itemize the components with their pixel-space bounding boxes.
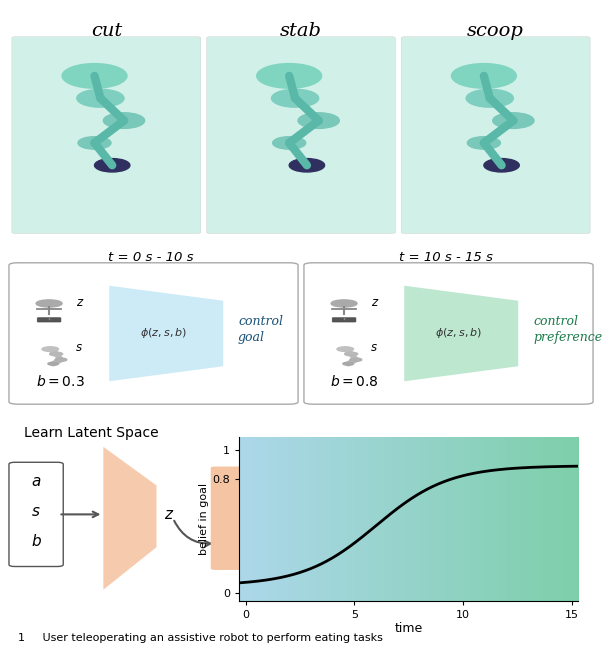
Text: $\mathbf{\mathit{b = 0.3}}$: $\mathbf{\mathit{b = 0.3}}$ — [36, 374, 84, 390]
Text: control
preference: control preference — [533, 315, 602, 344]
Circle shape — [452, 63, 517, 88]
Circle shape — [78, 137, 111, 149]
Text: $\phi(z,s,b)$: $\phi(z,s,b)$ — [435, 326, 483, 340]
Text: z: z — [164, 507, 172, 522]
Text: z: z — [76, 296, 82, 309]
Circle shape — [337, 347, 353, 352]
Polygon shape — [104, 447, 157, 589]
Circle shape — [493, 113, 534, 129]
Circle shape — [77, 89, 124, 107]
Polygon shape — [110, 286, 223, 381]
Y-axis label: belief in goal: belief in goal — [199, 483, 209, 555]
Circle shape — [331, 300, 357, 307]
FancyBboxPatch shape — [304, 263, 593, 404]
Text: 1     User teleoperating an assistive robot to perform eating tasks: 1 User teleoperating an assistive robot … — [18, 633, 383, 643]
Text: $\phi(z,s,b)$: $\phi(z,s,b)$ — [238, 509, 291, 525]
Circle shape — [48, 362, 58, 365]
FancyBboxPatch shape — [332, 318, 356, 322]
Circle shape — [484, 159, 520, 172]
Circle shape — [257, 63, 321, 88]
FancyBboxPatch shape — [211, 466, 317, 570]
Circle shape — [289, 159, 324, 172]
Text: stab: stab — [280, 22, 322, 40]
Polygon shape — [405, 286, 518, 381]
Text: s: s — [371, 340, 377, 354]
FancyBboxPatch shape — [12, 37, 200, 234]
Text: $\hat{a}$: $\hat{a}$ — [321, 507, 333, 527]
Circle shape — [272, 89, 318, 107]
Circle shape — [62, 63, 127, 88]
Text: t = 0 s - 10 s: t = 0 s - 10 s — [108, 250, 193, 264]
Circle shape — [343, 362, 353, 365]
Circle shape — [345, 352, 358, 356]
X-axis label: time: time — [394, 621, 423, 635]
FancyBboxPatch shape — [37, 318, 61, 322]
Circle shape — [466, 89, 514, 107]
FancyBboxPatch shape — [206, 37, 396, 234]
Text: a: a — [31, 474, 41, 489]
Circle shape — [298, 113, 340, 129]
Text: t = 10 s - 15 s: t = 10 s - 15 s — [399, 250, 492, 264]
Circle shape — [350, 358, 362, 362]
Text: $\phi(z,s,b)$: $\phi(z,s,b)$ — [140, 326, 188, 340]
Text: Learn Latent Space: Learn Latent Space — [24, 426, 159, 440]
FancyBboxPatch shape — [402, 37, 590, 234]
Circle shape — [104, 113, 144, 129]
Circle shape — [42, 347, 58, 352]
FancyBboxPatch shape — [9, 263, 298, 404]
Text: control
goal: control goal — [238, 315, 283, 344]
Circle shape — [50, 352, 63, 356]
Text: s: s — [32, 504, 40, 519]
Text: cut: cut — [91, 22, 122, 40]
FancyBboxPatch shape — [9, 462, 63, 567]
Text: z: z — [371, 296, 377, 309]
Text: b: b — [31, 534, 41, 549]
Text: $\mathbf{\mathit{b = 0.8}}$: $\mathbf{\mathit{b = 0.8}}$ — [330, 374, 379, 390]
Circle shape — [273, 137, 306, 149]
Circle shape — [55, 358, 67, 362]
Text: s: s — [76, 340, 82, 354]
Circle shape — [467, 137, 500, 149]
Text: scoop: scoop — [467, 22, 524, 40]
Circle shape — [36, 300, 62, 307]
Circle shape — [95, 159, 130, 172]
